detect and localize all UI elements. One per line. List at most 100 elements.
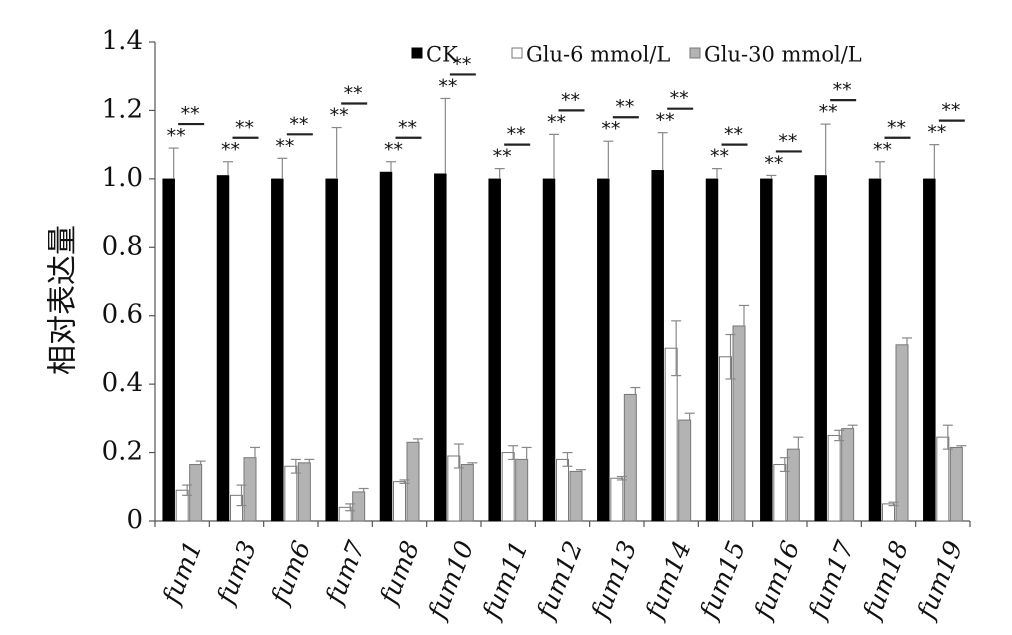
x-tick-label: fum16 bbox=[747, 537, 805, 625]
bar-CK bbox=[923, 178, 936, 522]
bar-Glu-30 mmol/L bbox=[406, 441, 420, 522]
significance-label: ** bbox=[887, 117, 906, 139]
bar-Glu-30 mmol/L bbox=[623, 393, 637, 522]
bar-Glu-30 mmol/L bbox=[352, 491, 366, 522]
significance-label: ** bbox=[764, 152, 783, 174]
bar-Glu-6 mmol/L bbox=[556, 458, 569, 522]
x-tick-label: fum15 bbox=[693, 537, 751, 625]
bar-Glu-6 mmol/L bbox=[447, 455, 461, 522]
x-tick-label: fum3 bbox=[210, 537, 262, 610]
significance-label: ** bbox=[833, 79, 852, 101]
y-tick-label: 0.4 bbox=[102, 368, 143, 398]
y-tick-label: 0 bbox=[126, 505, 143, 535]
significance-label: ** bbox=[710, 146, 729, 168]
error-bars-layer bbox=[168, 97, 967, 512]
bar-Glu-6 mmol/L bbox=[393, 481, 406, 522]
significance-label: ** bbox=[778, 130, 797, 152]
significance-label: ** bbox=[167, 125, 186, 147]
bar-CK bbox=[705, 178, 719, 522]
bar-Glu-30 mmol/L bbox=[678, 419, 692, 522]
y-tick-label: 1.4 bbox=[102, 26, 143, 56]
significance-label: ** bbox=[927, 122, 946, 144]
bar-Glu-6 mmol/L bbox=[882, 503, 895, 522]
significance-label: ** bbox=[384, 139, 403, 161]
bar-CK bbox=[814, 175, 827, 522]
y-tick-label: 1.2 bbox=[102, 94, 143, 124]
significance-label: ** bbox=[493, 146, 512, 168]
y-tick-label: 0.2 bbox=[102, 437, 143, 467]
significance-layer: ************ ****************************… bbox=[167, 53, 965, 174]
legend-swatch bbox=[511, 47, 523, 59]
bar-Glu-6 mmol/L bbox=[338, 506, 352, 522]
x-tick-label: fum11 bbox=[476, 537, 534, 625]
significance-label: ** bbox=[561, 89, 580, 111]
bar-CK bbox=[651, 170, 664, 522]
x-tick-label: fum13 bbox=[584, 537, 642, 625]
bar-Glu-6 mmol/L bbox=[936, 436, 950, 522]
significance-label: ** bbox=[507, 124, 526, 146]
significance-label: ** bbox=[330, 105, 349, 127]
bar-Glu-6 mmol/L bbox=[664, 347, 678, 522]
bar-Glu-30 mmol/L bbox=[949, 446, 963, 522]
bar-Glu-30 mmol/L bbox=[460, 464, 474, 522]
legend-label: CK bbox=[426, 43, 458, 67]
bar-Glu-6 mmol/L bbox=[501, 452, 515, 522]
x-tick-label: fum1 bbox=[156, 537, 208, 610]
significance-label: ** bbox=[438, 75, 457, 97]
significance-label: ** bbox=[670, 88, 689, 110]
bar-CK bbox=[868, 178, 882, 522]
bar-CK bbox=[379, 171, 393, 522]
y-tick-label: 0.6 bbox=[102, 300, 143, 330]
bar-Glu-30 mmol/L bbox=[569, 470, 583, 522]
significance-label: ** bbox=[656, 110, 675, 132]
bar-CK bbox=[542, 178, 556, 522]
significance-label: ** bbox=[221, 139, 240, 161]
significance-label: ** bbox=[344, 83, 363, 105]
bar-Glu-6 mmol/L bbox=[773, 464, 787, 522]
significance-label: ** bbox=[941, 100, 960, 122]
bar-Glu-6 mmol/L bbox=[284, 465, 298, 522]
significance-label: ** bbox=[398, 117, 417, 139]
bar-Glu-30 mmol/L bbox=[297, 462, 311, 522]
x-tick-label: fum18 bbox=[856, 537, 914, 625]
bar-CK bbox=[271, 178, 284, 522]
significance-label: ** bbox=[181, 103, 200, 125]
significance-label: ** bbox=[615, 96, 634, 118]
legend-label: Glu-30 mmol/L bbox=[704, 43, 862, 67]
bar-Glu-30 mmol/L bbox=[786, 448, 800, 522]
significance-label: ** bbox=[724, 124, 743, 146]
bar-Glu-6 mmol/L bbox=[719, 356, 732, 522]
bar-Glu-30 mmol/L bbox=[841, 428, 855, 522]
x-tick-label: fum10 bbox=[421, 537, 479, 625]
bar-Glu-6 mmol/L bbox=[827, 434, 841, 522]
legend-label: Glu-6 mmol/L bbox=[526, 43, 670, 67]
y-tick-label: 1.0 bbox=[102, 163, 143, 193]
bar-CK bbox=[434, 173, 447, 522]
bar-CK bbox=[488, 178, 501, 522]
significance-label: ** bbox=[873, 139, 892, 161]
bar-Glu-6 mmol/L bbox=[175, 489, 189, 522]
bar-Glu-6 mmol/L bbox=[610, 477, 624, 522]
bar-CK bbox=[325, 178, 338, 522]
bar-CK bbox=[216, 175, 230, 522]
significance-label: ** bbox=[819, 101, 838, 123]
x-tick-label: fum19 bbox=[910, 537, 968, 625]
legend-swatch bbox=[411, 47, 423, 59]
bar-Glu-30 mmol/L bbox=[243, 457, 257, 522]
bar-Glu-30 mmol/L bbox=[732, 325, 746, 522]
x-tick-label: fum7 bbox=[319, 537, 371, 610]
bar-CK bbox=[597, 178, 610, 522]
x-tick-label: fum8 bbox=[373, 537, 425, 610]
significance-label: ** bbox=[235, 117, 254, 139]
legend: CK Glu-6 mmol/L Glu-30 mmol/L bbox=[411, 43, 862, 67]
x-tick-label: fum17 bbox=[802, 537, 860, 625]
x-tick-label: fum14 bbox=[639, 537, 697, 625]
significance-label: ** bbox=[452, 53, 471, 75]
bar-CK bbox=[162, 178, 175, 522]
significance-label: ** bbox=[275, 135, 294, 157]
legend-swatch bbox=[689, 47, 701, 59]
x-tick-label: fum12 bbox=[530, 537, 588, 625]
